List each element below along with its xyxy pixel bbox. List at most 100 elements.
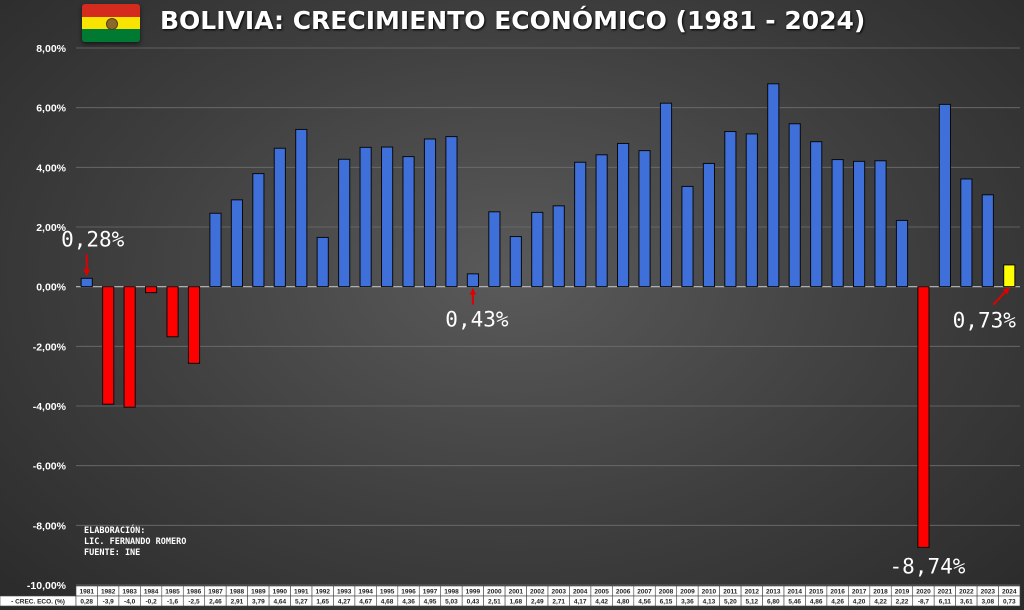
x-tick-label: 2023 <box>981 589 996 596</box>
bar-1982 <box>102 286 115 405</box>
bolivia-flag-icon <box>82 4 140 42</box>
x-tick-label: 1993 <box>337 589 352 596</box>
x-tick-label: 2004 <box>573 589 588 596</box>
table-value-label: -8,7 <box>918 599 930 606</box>
x-tick-label: 2021 <box>938 589 953 596</box>
bar-1985 <box>166 286 179 338</box>
x-tick-label: 1989 <box>251 589 266 596</box>
bar-2002 <box>531 211 544 288</box>
x-tick-label: 2015 <box>809 589 824 596</box>
table-value-label: 2,46 <box>209 599 222 606</box>
x-tick-label: 1996 <box>401 589 416 596</box>
bar-1984 <box>145 286 158 294</box>
x-tick-label: 2013 <box>766 589 781 596</box>
y-tick-label: -10,00% <box>27 580 67 592</box>
table-value-label: 4,68 <box>381 599 394 606</box>
x-tick-label: 2010 <box>702 589 717 596</box>
table-value-label: 6,80 <box>767 599 780 606</box>
bar-2006 <box>617 142 630 288</box>
annotation-label-1981: 0,28% <box>61 227 125 251</box>
x-tick-label: 2022 <box>959 589 974 596</box>
annotation-label-1999: 0,43% <box>445 308 509 332</box>
table-value-label: -4,0 <box>124 599 136 606</box>
table-value-label: 4,42 <box>595 599 608 606</box>
bar-2008 <box>659 102 673 288</box>
x-tick-label: 2024 <box>1002 589 1017 596</box>
y-tick-label: 2,00% <box>36 222 66 234</box>
bar-2010 <box>702 162 715 288</box>
x-tick-label: 1987 <box>208 589 223 596</box>
table-value-label: 4,17 <box>574 599 587 606</box>
table-value-label: 3,36 <box>681 599 694 606</box>
bar-1990 <box>273 147 286 288</box>
x-tick-label: 1982 <box>101 589 116 596</box>
table-value-label: 2,71 <box>552 599 565 606</box>
table-value-label: 2,51 <box>488 599 501 606</box>
table-value-label: 5,20 <box>724 599 737 606</box>
bar-2003 <box>552 205 565 288</box>
table-value-label: 4,86 <box>810 599 823 606</box>
x-tick-label: 2002 <box>530 589 545 596</box>
table-value-label: 4,22 <box>874 599 887 606</box>
annotation-arrowhead-icon <box>1002 287 1010 295</box>
table-value-label: 1,65 <box>316 599 329 606</box>
table-value-label: 5,46 <box>788 599 801 606</box>
table-value-label: -3,9 <box>103 599 115 606</box>
x-tick-label: 2011 <box>723 589 737 596</box>
table-value-label: 4,26 <box>831 599 844 606</box>
x-tick-label: 1992 <box>315 589 330 596</box>
table-value-label: 3,79 <box>252 599 265 606</box>
x-tick-label: 1983 <box>122 589 137 596</box>
bar-1989 <box>252 173 265 288</box>
x-tick-label: 1981 <box>79 589 94 596</box>
bar-2001 <box>509 236 522 288</box>
flag-emblem-icon <box>106 18 118 30</box>
x-tick-label: 2018 <box>873 589 888 596</box>
table-value-label: 2,49 <box>531 599 544 606</box>
y-tick-label: 4,00% <box>36 162 66 174</box>
x-tick-label: 1985 <box>165 589 180 596</box>
bar-2015 <box>810 141 823 288</box>
bar-2007 <box>638 150 651 288</box>
credit-line-3: FUENTE: INE <box>84 548 141 558</box>
y-tick-label: -6,00% <box>33 461 67 473</box>
table-value-label: 6,15 <box>660 599 673 606</box>
bar-2019 <box>895 219 909 288</box>
bar-1986 <box>187 286 201 364</box>
table-value-label: 5,12 <box>745 599 758 606</box>
bar-2023 <box>981 194 994 288</box>
x-tick-label: 1999 <box>466 589 481 596</box>
bar-2017 <box>853 160 866 288</box>
bar-1981 <box>80 277 93 288</box>
table-value-label: -0,2 <box>145 599 157 606</box>
table-value-label: 3,61 <box>960 599 973 606</box>
bar-2004 <box>574 161 587 288</box>
bar-2000 <box>488 211 501 288</box>
x-tick-label: 2016 <box>830 589 845 596</box>
table-value-label: 4,67 <box>359 599 372 606</box>
bar-2005 <box>595 154 608 288</box>
bar-2009 <box>681 185 694 288</box>
bar-2016 <box>831 159 844 288</box>
x-tick-label: 2019 <box>895 589 910 596</box>
bar-1995 <box>381 146 394 288</box>
x-tick-label: 1995 <box>380 589 395 596</box>
chart-title: BOLIVIA: CRECIMIENTO ECONÓMICO (1981 - 2… <box>160 6 866 35</box>
x-tick-label: 2017 <box>852 589 867 596</box>
bar-1983 <box>123 286 136 408</box>
table-value-label: 5,27 <box>295 599 308 606</box>
x-tick-label: 2012 <box>745 589 760 596</box>
credit-line-1: ELABORACIÓN: <box>84 526 146 536</box>
x-tick-label: 2020 <box>916 589 931 596</box>
x-tick-label: 2007 <box>637 589 652 596</box>
table-value-label: -1,6 <box>167 599 179 606</box>
bar-2021 <box>938 103 951 288</box>
annotation-label-2020: -8,74% <box>890 554 966 578</box>
bar-1987 <box>209 212 222 288</box>
bar-1992 <box>316 236 329 288</box>
y-tick-label: 0,00% <box>36 282 66 294</box>
credit-line-2: LIC. FERNANDO ROMERO <box>84 537 187 547</box>
bar-2013 <box>767 83 780 288</box>
table-value-label: 4,13 <box>703 599 716 606</box>
